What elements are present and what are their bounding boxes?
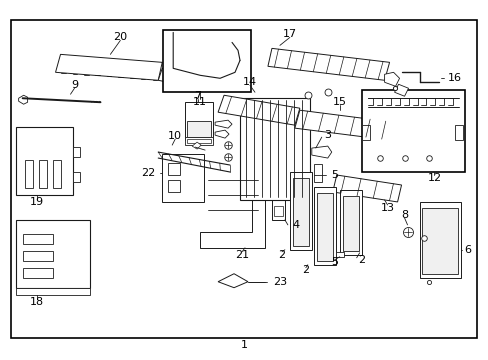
Bar [22, 251, 52, 261]
Bar [162, 154, 203, 202]
Text: 19: 19 [29, 197, 43, 207]
Bar [313, 187, 335, 265]
Polygon shape [389, 120, 403, 135]
Text: 5: 5 [330, 257, 338, 267]
Polygon shape [311, 146, 331, 158]
Text: 20: 20 [113, 32, 127, 42]
Bar [39, 160, 46, 188]
Text: 21: 21 [234, 250, 248, 260]
Polygon shape [332, 175, 401, 202]
Bar [52, 160, 61, 188]
Text: 23: 23 [272, 277, 286, 287]
Bar [240, 98, 309, 200]
Text: 3: 3 [324, 130, 330, 140]
Polygon shape [16, 288, 90, 295]
Bar [273, 206, 283, 216]
Bar [316, 193, 332, 261]
Bar [292, 178, 308, 246]
Text: 14: 14 [243, 77, 257, 87]
Bar [289, 172, 311, 250]
Bar [422, 208, 457, 274]
Polygon shape [73, 172, 81, 182]
Bar [454, 125, 463, 140]
Bar [16, 127, 73, 195]
Bar [273, 174, 283, 184]
Polygon shape [200, 165, 264, 248]
Polygon shape [215, 120, 232, 128]
Bar [24, 160, 33, 188]
Bar [22, 268, 52, 278]
Bar [16, 220, 90, 288]
Bar [168, 180, 180, 192]
Text: 2: 2 [278, 250, 285, 260]
Text: 8: 8 [400, 210, 407, 220]
Text: 4: 4 [292, 220, 299, 230]
Bar [361, 90, 465, 172]
Text: 6: 6 [463, 245, 470, 255]
Text: 2: 2 [302, 265, 309, 275]
Text: 11: 11 [193, 97, 207, 107]
Bar [335, 252, 343, 257]
Bar [187, 139, 211, 143]
Polygon shape [158, 68, 172, 82]
Bar [273, 190, 283, 200]
Text: 18: 18 [29, 297, 43, 307]
Polygon shape [218, 274, 247, 288]
Bar [187, 121, 211, 137]
Text: 12: 12 [427, 173, 441, 183]
Text: 17: 17 [282, 30, 296, 39]
Polygon shape [267, 48, 389, 80]
Bar [342, 196, 358, 251]
Text: 9: 9 [71, 80, 78, 90]
Text: 10: 10 [168, 131, 182, 141]
Bar [22, 234, 52, 244]
Polygon shape [215, 130, 228, 138]
Text: 16: 16 [447, 73, 461, 83]
Text: 2: 2 [357, 255, 365, 265]
Bar [339, 190, 361, 255]
Text: 13: 13 [380, 203, 394, 213]
Bar [271, 155, 285, 220]
Text: 1: 1 [240, 339, 247, 350]
Polygon shape [218, 95, 299, 125]
Bar [168, 163, 180, 175]
Polygon shape [294, 110, 393, 140]
Bar [163, 31, 250, 92]
Polygon shape [394, 84, 407, 96]
Bar [185, 137, 213, 145]
Polygon shape [73, 147, 81, 157]
Text: 7: 7 [194, 91, 201, 101]
Polygon shape [56, 54, 162, 80]
Bar [185, 102, 213, 140]
Bar [313, 164, 321, 182]
Polygon shape [384, 72, 399, 86]
Text: 15: 15 [332, 97, 346, 107]
Text: 5: 5 [330, 170, 338, 180]
Text: 22: 22 [141, 168, 155, 178]
Bar [361, 125, 369, 140]
Bar [419, 202, 461, 278]
Polygon shape [19, 95, 27, 104]
Polygon shape [192, 142, 201, 149]
